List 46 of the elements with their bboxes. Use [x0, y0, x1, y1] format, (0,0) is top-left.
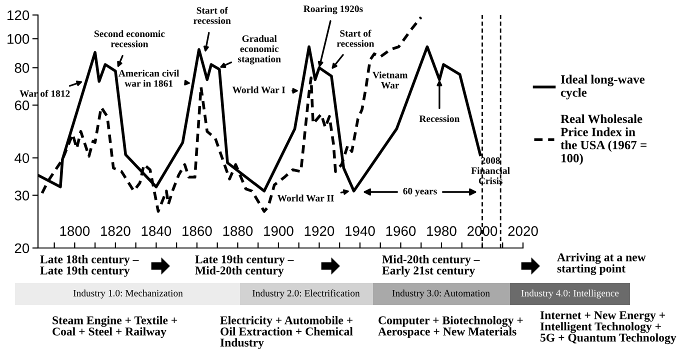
text: Late 18th century – Late 19th century	[40, 255, 139, 277]
x-tick-label: 1940	[346, 226, 375, 236]
y-tick-label: 60	[14, 100, 30, 110]
x-tick-label: 1900	[264, 226, 294, 236]
annotation: World War I	[232, 86, 286, 94]
annotation: Recession	[419, 115, 460, 122]
text: Industry 2.0: Electrification	[252, 290, 360, 298]
text: Internet + New Energy + Intelligent Technology + 5G + Quantum Technology	[540, 311, 676, 344]
text: Computer + Biotechnology + Aerospace + New Materials	[378, 316, 523, 338]
annotation: War of 1812	[20, 90, 70, 97]
annotation: 2008 Financial Crisis	[471, 157, 510, 184]
annotation: Start of recession	[336, 30, 374, 47]
annotation: World War II	[277, 194, 334, 202]
legend-label: Ideal long-wave cycle	[560, 74, 645, 100]
annotation: Second economic recession	[94, 30, 165, 48]
x-tick-label: 2000	[467, 226, 498, 236]
text: Industry 3.0: Automation	[392, 290, 490, 298]
text: Late 19th century – Mid-20th century	[195, 255, 294, 277]
annotation: American civil war in 1861	[118, 70, 180, 87]
x-tick-label: 1820	[101, 226, 130, 236]
text: Industry 4.0: Intelligence	[521, 290, 619, 298]
legend-label: Real Wholesale Price Index in the USA (1967 = 100)	[560, 114, 646, 165]
annotation: 60 years	[403, 188, 437, 196]
text: Arriving at a new starting point	[557, 253, 646, 276]
text: Steam Engine + Textile + Coal + Steel + Railway	[52, 316, 178, 338]
x-tick-label: 1800	[60, 226, 90, 236]
y-tick-label: 30	[14, 190, 30, 200]
x-tick-label: 2020	[508, 226, 538, 236]
y-tick-label: 80	[14, 63, 30, 73]
annotation: Vietnam War	[372, 71, 408, 89]
x-tick-label: 1920	[304, 226, 334, 236]
y-tick-label: 40	[14, 153, 30, 164]
x-tick-label: 1880	[223, 226, 253, 236]
text: Mid-20th century – Early 21st century	[382, 255, 480, 277]
text: Industry 1.0: Mechanization	[73, 290, 183, 298]
y-tick-label: 20	[14, 243, 30, 254]
annotation: Gradual economic stagnation	[238, 35, 281, 64]
annotation: Roaring 1920s	[304, 5, 363, 14]
x-tick-label: 1960	[386, 226, 416, 236]
annotation: Start of recession	[194, 6, 231, 24]
x-tick-label: 1860	[182, 226, 212, 236]
y-tick-label: 120	[8, 10, 30, 20]
y-tick-label: 100	[8, 34, 30, 44]
text: Electricity + Automobile + Oil Extraction + Chemical Industry	[220, 316, 353, 350]
x-tick-label: 1840	[142, 226, 172, 236]
x-tick-label: 1980	[427, 226, 456, 236]
